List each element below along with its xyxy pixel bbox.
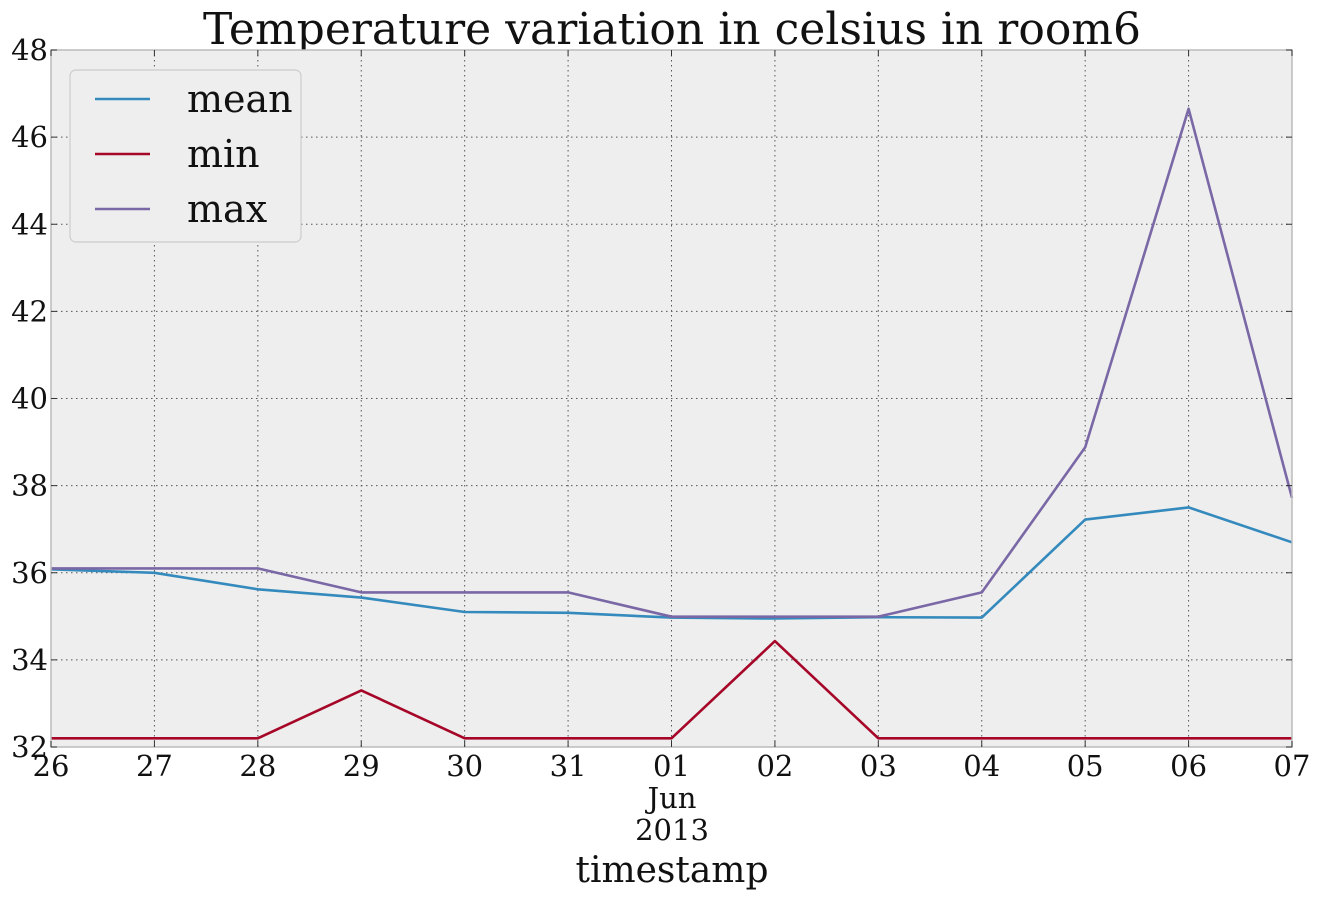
series-lines (50, 107, 1294, 740)
x-tick-label: 06 (1170, 749, 1207, 783)
x-tick-label: 02 (756, 749, 793, 783)
x-tick-label: 31 (550, 749, 587, 783)
x-tick-label: 05 (1067, 749, 1104, 783)
x-tick-label: 30 (446, 749, 483, 783)
x-year-label: 2013 (635, 813, 709, 847)
legend-label-min: min (187, 132, 260, 176)
legend: mean min max (69, 69, 302, 243)
y-axis-ticks: 32 34 36 38 40 42 44 46 48 (11, 33, 1292, 764)
legend-label-max: max (187, 187, 267, 231)
x-tick-label: 01 (653, 749, 690, 783)
y-tick-label: 32 (11, 730, 48, 764)
chart-title: Temperature variation in celsius in room… (203, 4, 1141, 55)
x-axis-ticks: 26 27 28 29 30 31 01 02 03 04 05 06 07 (33, 50, 1311, 783)
y-tick-label: 40 (11, 382, 48, 416)
x-tick-label: 29 (343, 749, 380, 783)
series-line-min (51, 639, 1292, 740)
x-tick-label: 28 (239, 749, 276, 783)
series-line-max (51, 107, 1294, 619)
y-tick-label: 48 (11, 33, 48, 67)
legend-label-mean: mean (187, 77, 293, 121)
y-tick-label: 34 (11, 643, 48, 677)
x-month-label: Jun (645, 781, 697, 815)
x-tick-label: 07 (1274, 749, 1311, 783)
legend-box (69, 69, 302, 243)
x-tick-label: 26 (33, 749, 70, 783)
y-tick-label: 42 (11, 294, 48, 328)
x-tick-label: 27 (136, 749, 173, 783)
x-axis-label: timestamp (575, 850, 768, 891)
y-tick-label: 46 (11, 120, 48, 154)
y-tick-label: 36 (11, 556, 48, 590)
y-tick-label: 38 (11, 469, 48, 503)
x-tick-label: 04 (963, 749, 1000, 783)
y-tick-label: 44 (11, 207, 48, 241)
x-tick-label: 03 (860, 749, 897, 783)
